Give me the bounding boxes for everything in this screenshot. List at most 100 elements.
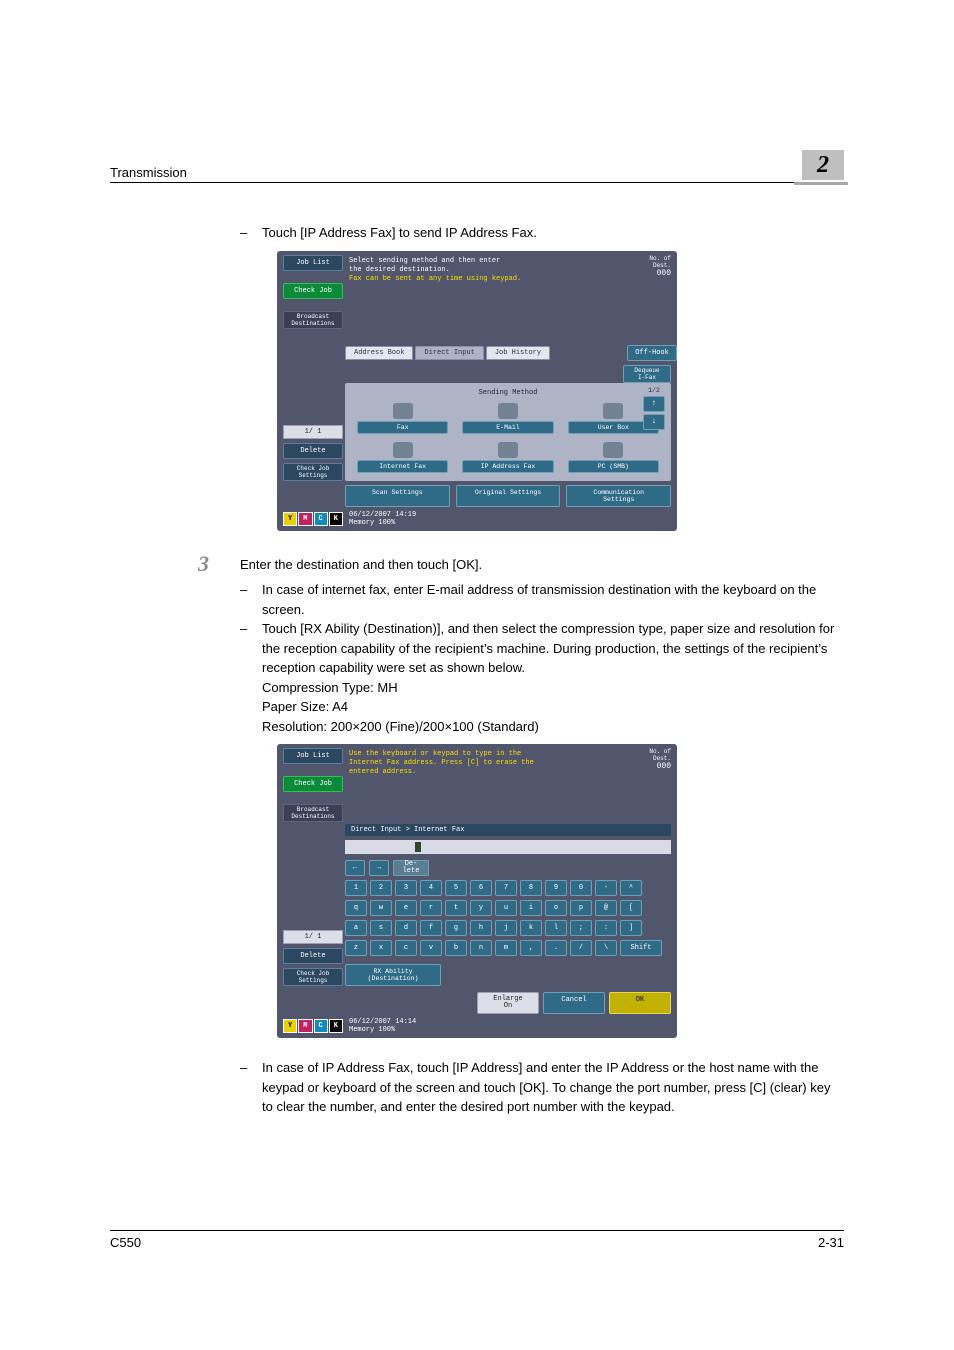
kb-key[interactable]: - — [595, 880, 617, 896]
post-bullet-text: In case of IP Address Fax, touch [IP Add… — [262, 1058, 844, 1117]
kb-arrow-right[interactable]: → — [369, 860, 389, 876]
check-job-settings-button[interactable]: Check Job Settings — [283, 463, 343, 481]
lcd1-msg-line3: Fax can be sent at any time using keypad… — [349, 275, 610, 284]
internet-fax-button[interactable]: Internet Fax — [357, 460, 448, 473]
kb-key[interactable]: 7 — [495, 880, 517, 896]
ip-address-fax-button[interactable]: IP Address Fax — [462, 460, 553, 473]
pager-up-button[interactable]: ↑ — [643, 396, 665, 412]
toner-levels: Y M C K — [283, 512, 343, 526]
kb-key[interactable]: w — [370, 900, 392, 916]
lcd2-msg-line1: Use the keyboard or keypad to type in th… — [349, 750, 610, 759]
kb-key[interactable]: z — [345, 940, 367, 956]
kb-key[interactable]: ^ — [620, 880, 642, 896]
kb-key[interactable]: a — [345, 920, 367, 936]
dequeue-ifax-button[interactable]: Dequeue I-Fax — [623, 365, 671, 383]
post-bullet: – In case of IP Address Fax, touch [IP A… — [240, 1058, 844, 1117]
pager-down-button[interactable]: ↓ — [643, 414, 665, 430]
kb-key[interactable]: e — [395, 900, 417, 916]
kb-key[interactable]: b — [445, 940, 467, 956]
lcd2-msg-line2: Internet Fax address. Press [C] to erase… — [349, 759, 610, 768]
toner-c-icon: C — [314, 512, 328, 526]
kb-key[interactable]: j — [495, 920, 517, 936]
lcd2-datetime: 06/12/2007 14:14 — [349, 1018, 671, 1026]
kb-row-2: qwertyuiop@[ — [345, 900, 671, 916]
kb-key[interactable]: u — [495, 900, 517, 916]
fax-button[interactable]: Fax — [357, 421, 448, 434]
kb-key[interactable]: c — [395, 940, 417, 956]
dest-count-value: 000 — [616, 269, 671, 278]
check-job-button[interactable]: Check Job — [283, 776, 343, 792]
kb-key[interactable]: l — [545, 920, 567, 936]
ok-button[interactable]: OK — [609, 992, 671, 1014]
original-settings-button[interactable]: Original Settings — [456, 485, 561, 507]
kb-key[interactable]: g — [445, 920, 467, 936]
toner-k-icon: K — [329, 512, 343, 526]
step-3-bullet-1: In case of internet fax, enter E-mail ad… — [262, 580, 844, 619]
kb-key[interactable]: r — [420, 900, 442, 916]
bullet-dash: – — [240, 223, 262, 243]
check-job-button[interactable]: Check Job — [283, 283, 343, 299]
kb-key[interactable]: k — [520, 920, 542, 936]
delete-button[interactable]: Delete — [283, 443, 343, 459]
kb-key[interactable]: 1 — [345, 880, 367, 896]
kb-key[interactable]: 9 — [545, 880, 567, 896]
kb-delete[interactable]: De- lete — [393, 860, 429, 876]
kb-key[interactable]: y — [470, 900, 492, 916]
kb-key[interactable]: @ — [595, 900, 617, 916]
kb-key[interactable]: 3 — [395, 880, 417, 896]
email-button[interactable]: E-Mail — [462, 421, 553, 434]
kb-key[interactable]: ; — [570, 920, 592, 936]
tab-direct-input[interactable]: Direct Input — [415, 346, 483, 360]
kb-key[interactable]: [ — [620, 900, 642, 916]
fax-icon — [393, 403, 413, 419]
address-input[interactable] — [345, 840, 671, 854]
toner-y-icon: Y — [283, 1019, 297, 1033]
pc-smb-button[interactable]: PC (SMB) — [568, 460, 659, 473]
scan-settings-button[interactable]: Scan Settings — [345, 485, 450, 507]
kb-key[interactable]: x — [370, 940, 392, 956]
delete-button[interactable]: Delete — [283, 948, 343, 964]
kb-key[interactable]: h — [470, 920, 492, 936]
check-job-settings-button[interactable]: Check Job Settings — [283, 968, 343, 986]
kb-key[interactable]: d — [395, 920, 417, 936]
kb-key[interactable]: o — [545, 900, 567, 916]
tab-address-book[interactable]: Address Book — [345, 346, 413, 360]
kb-key[interactable]: t — [445, 900, 467, 916]
kb-key[interactable]: q — [345, 900, 367, 916]
tab-job-history[interactable]: Job History — [486, 346, 550, 360]
kb-key[interactable]: , — [520, 940, 542, 956]
step-3-number: 3 — [198, 551, 240, 737]
kb-key[interactable]: . — [545, 940, 567, 956]
dest-pager-index: 1/ 1 — [283, 930, 343, 944]
kb-key[interactable]: 8 — [520, 880, 542, 896]
intro-bullet: – Touch [IP Address Fax] to send IP Addr… — [240, 223, 844, 243]
kb-key[interactable]: f — [420, 920, 442, 936]
kb-key[interactable]: m — [495, 940, 517, 956]
toner-c-icon: C — [314, 1019, 328, 1033]
kb-key[interactable]: 2 — [370, 880, 392, 896]
kb-key[interactable]: v — [420, 940, 442, 956]
communication-settings-button[interactable]: Communication Settings — [566, 485, 671, 507]
kb-key[interactable]: : — [595, 920, 617, 936]
enlarge-button[interactable]: Enlarge On — [477, 992, 539, 1014]
step-3-text: Enter the destination and then touch [OK… — [240, 555, 844, 575]
kb-arrow-left[interactable]: ← — [345, 860, 365, 876]
kb-key[interactable]: / — [570, 940, 592, 956]
kb-shift[interactable]: Shift — [620, 940, 662, 956]
kb-key[interactable]: 5 — [445, 880, 467, 896]
kb-key[interactable]: 6 — [470, 880, 492, 896]
kb-key[interactable]: n — [470, 940, 492, 956]
cancel-button[interactable]: Cancel — [543, 992, 605, 1014]
kb-key[interactable]: i — [520, 900, 542, 916]
rx-ability-button[interactable]: RX Ability (Destination) — [345, 964, 441, 986]
kb-key[interactable]: \ — [595, 940, 617, 956]
job-list-button[interactable]: Job List — [283, 748, 343, 764]
kb-key[interactable]: 0 — [570, 880, 592, 896]
kb-key[interactable]: s — [370, 920, 392, 936]
pcsmb-icon — [603, 442, 623, 458]
kb-key[interactable]: p — [570, 900, 592, 916]
job-list-button[interactable]: Job List — [283, 255, 343, 271]
kb-key[interactable]: 4 — [420, 880, 442, 896]
kb-key[interactable]: ] — [620, 920, 642, 936]
off-hook-button[interactable]: Off-Hook — [627, 345, 677, 361]
